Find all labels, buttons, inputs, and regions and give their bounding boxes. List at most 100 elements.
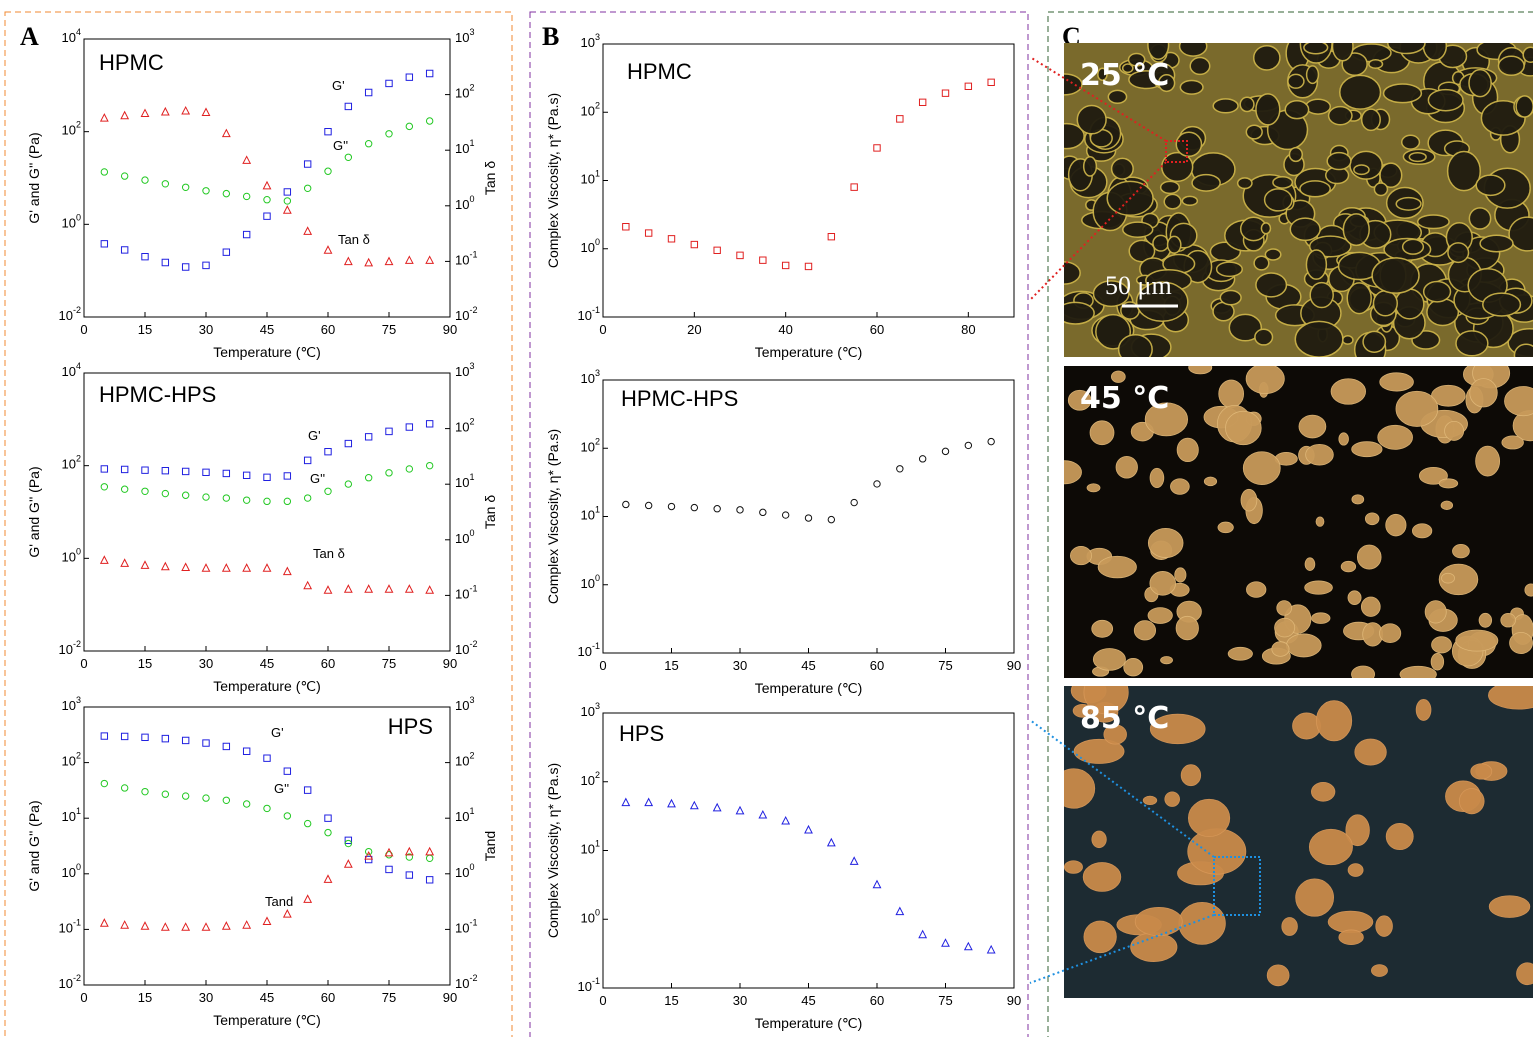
tick-label-base: 10 (578, 308, 592, 323)
micrograph-feature (1341, 335, 1354, 345)
data-point (141, 487, 149, 495)
micrograph-feature (1401, 238, 1425, 255)
data-point (324, 127, 332, 136)
data-point (140, 108, 150, 118)
tick-label-exp: 0 (469, 194, 474, 204)
tick-label-base: 10 (62, 30, 76, 45)
micrograph-feature (1475, 445, 1501, 477)
micrograph-feature (1076, 104, 1107, 135)
data-point (364, 257, 374, 267)
data-point (827, 233, 836, 241)
micrograph-feature (1133, 620, 1157, 641)
micrograph-feature (1395, 196, 1422, 211)
micrograph-feature (1110, 370, 1126, 383)
data-point (323, 585, 333, 594)
micrograph-feature (1064, 73, 1083, 96)
data-point (263, 473, 271, 482)
data-point (100, 168, 109, 176)
chart-title: HPMC-HPS (99, 382, 216, 407)
y-axis-label: Complex Viscosity, η* (Pa.s) (545, 93, 561, 268)
zoom-box (1165, 140, 1188, 163)
data-point (918, 455, 927, 463)
tick-label: 10-1 (578, 641, 600, 659)
data-point (781, 815, 791, 825)
micrograph-feature (1097, 555, 1137, 579)
micrograph-feature (1264, 248, 1282, 261)
data-point (384, 256, 394, 266)
micrograph-feature (1353, 164, 1370, 176)
chart-title: HPMC (99, 50, 164, 75)
tick-label-exp: 3 (595, 701, 600, 711)
tick-label-base: 10 (455, 253, 469, 268)
x-tick-label: 60 (870, 322, 884, 337)
x-axis-label: Temperature (℃) (755, 680, 863, 696)
micrograph-feature (1179, 79, 1204, 95)
data-point (141, 466, 149, 474)
micrograph-feature (1252, 44, 1281, 71)
micrograph-feature (1212, 98, 1239, 114)
micrograph-feature (1218, 379, 1245, 408)
micrograph-feature (1285, 633, 1322, 658)
micrograph-feature (1228, 313, 1263, 342)
micrograph-feature (1064, 122, 1085, 150)
tick-label-exp: 0 (76, 862, 81, 872)
data-point (895, 906, 905, 916)
data-point (918, 98, 927, 106)
micrograph-feature (1064, 261, 1081, 285)
data-point (263, 804, 271, 813)
micrograph-feature (1346, 282, 1372, 315)
micrograph-feature (1311, 612, 1331, 624)
x-tick-label: 90 (1007, 658, 1021, 673)
micrograph-feature (1123, 658, 1144, 677)
data-point (804, 262, 813, 271)
y2-axis-label: Tan δ (482, 495, 498, 529)
micrograph-feature (1438, 563, 1479, 596)
micrograph-feature (1288, 146, 1304, 163)
x-tick-label: 30 (733, 658, 747, 673)
tick-label: 100 (581, 237, 600, 255)
data-point (161, 790, 170, 798)
micrograph-feature (1470, 763, 1493, 780)
micrograph-feature (1072, 703, 1093, 718)
tick-label-base: 10 (59, 921, 73, 936)
micrograph-feature (1287, 73, 1305, 89)
data-point (303, 580, 313, 590)
micrograph-feature (1064, 460, 1082, 485)
data-point (644, 501, 653, 510)
x-tick-label: 60 (870, 658, 884, 673)
micrograph-feature (1303, 43, 1329, 55)
data-point (324, 167, 332, 175)
data-point (221, 563, 231, 572)
data-point (120, 172, 129, 180)
micrograph-feature (1305, 443, 1334, 466)
annotation: G'' (333, 138, 348, 153)
x-tick-label: 60 (321, 322, 335, 337)
annotation: Tand (265, 894, 293, 909)
micrograph-feature (1340, 560, 1357, 573)
tick-label-exp: 2 (76, 751, 81, 761)
data-point (140, 921, 150, 930)
plot-frame (602, 712, 1015, 989)
x-tick-label: 0 (599, 322, 606, 337)
data-point (384, 584, 394, 593)
tick-label-base: 10 (581, 773, 595, 788)
tick-label: 101 (455, 807, 474, 825)
tick-label-exp: 0 (76, 213, 81, 223)
micrograph-feature (1166, 235, 1182, 254)
data-point (181, 467, 190, 476)
data-point (621, 797, 631, 807)
micrograph-feature (1422, 280, 1452, 303)
data-point (425, 420, 434, 428)
micrograph-feature (1073, 738, 1125, 764)
micrograph-feature (1327, 910, 1374, 934)
data-point (364, 855, 373, 864)
data-point (222, 469, 231, 478)
micrograph-feature (1274, 617, 1296, 638)
y-axis-label: G' and G'' (Pa) (26, 132, 42, 223)
micrograph-feature (1064, 860, 1083, 874)
data-point (804, 824, 813, 834)
micrograph-feature (1082, 862, 1122, 892)
y-axis-label: Complex Viscosity, η* (Pa.s) (545, 763, 561, 938)
x-tick-label: 45 (801, 993, 815, 1008)
